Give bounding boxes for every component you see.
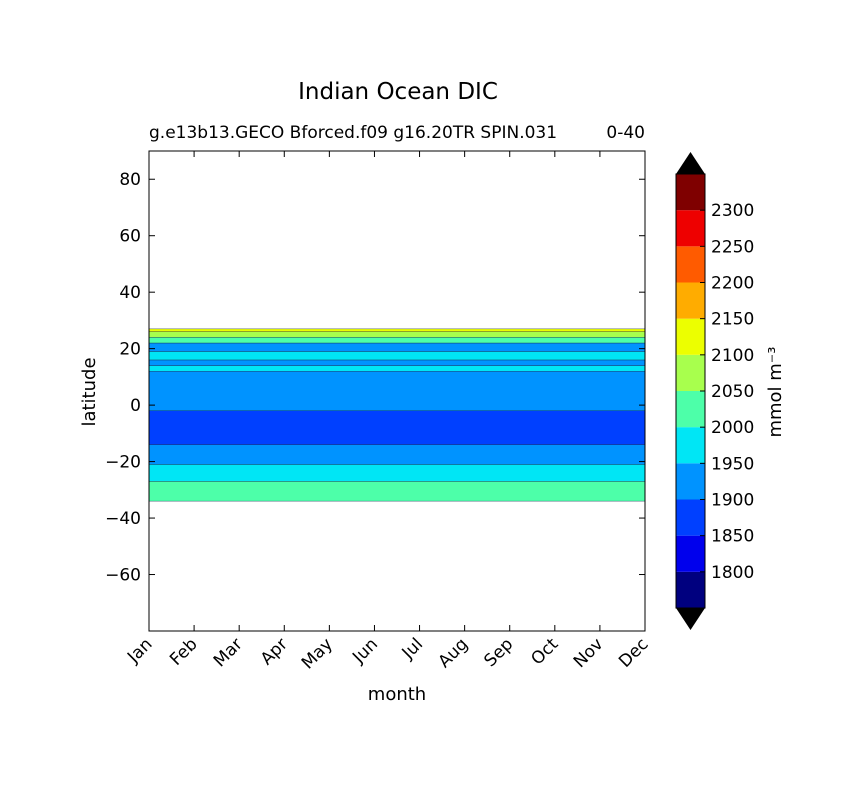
y-tick-label: 80: [119, 170, 141, 190]
y-axis-label: latitude: [79, 357, 100, 426]
x-tick-label: Nov: [570, 634, 608, 672]
contour-band-10: [148, 331, 646, 338]
chart-title: Indian Ocean DIC: [298, 79, 498, 105]
chart-subtitle: g.e13b13.GECO Bforced.f09 g16.20TR SPIN.…: [149, 123, 557, 143]
colorbar-tick-label: 2250: [711, 237, 754, 257]
colorbar-label: mmol m⁻³: [765, 346, 786, 437]
contour-band-8: [148, 342, 646, 352]
x-tick-label: Jan: [123, 634, 156, 667]
colorbar-tick-label: 2150: [711, 310, 754, 330]
contour-band-5: [148, 365, 646, 372]
x-tick-label: Apr: [257, 634, 292, 669]
colorbar-segment: [676, 571, 705, 608]
colorbar-segment: [676, 535, 705, 572]
x-tick-label: Dec: [615, 634, 652, 671]
y-tick-label: 60: [119, 227, 141, 247]
x-tick-label: Sep: [480, 634, 517, 671]
colorbar-segment: [676, 499, 705, 536]
colorbar-extend-top: [676, 152, 705, 174]
x-tick-label: Jul: [398, 634, 427, 663]
colorbar-tick-label: 1900: [711, 491, 754, 511]
x-tick-label: Mar: [210, 634, 247, 671]
plot-area: [148, 328, 646, 502]
colorbar-tick-label: 2300: [711, 201, 754, 221]
colorbar-segment: [676, 282, 705, 319]
x-tick-label: Oct: [527, 634, 562, 669]
colorbar-tick-label: 2050: [711, 382, 754, 402]
colorbar-segment: [676, 318, 705, 355]
colorbar-tick-label: 1800: [711, 563, 754, 583]
contour-band-7: [148, 351, 646, 361]
plot-frame: [148, 150, 646, 632]
y-tick-label: −20: [105, 453, 141, 473]
colorbar-segment: [676, 210, 705, 247]
x-tick-label: May: [298, 634, 337, 673]
contour-band-6: [148, 359, 646, 366]
y-tick-label: −60: [105, 566, 141, 586]
colorbar-tick-label: 1850: [711, 527, 754, 547]
colorbar-segment: [676, 427, 705, 464]
x-axis-label: month: [368, 684, 426, 705]
y-tick-label: 40: [119, 283, 141, 303]
contour-band-4: [148, 371, 646, 411]
x-tick-label: Aug: [435, 634, 473, 672]
colorbar: 1800 1850 1900 1950 2000 2050 2100 2150 2200 2250…: [675, 152, 754, 630]
y-tick-label: −40: [105, 509, 141, 529]
x-tick-label: Feb: [166, 634, 201, 669]
y-tick-label: 20: [119, 340, 141, 360]
contour-band-0: [148, 481, 646, 502]
colorbar-segment: [676, 354, 705, 391]
colorbar-tick-label: 2100: [711, 346, 754, 366]
y-tick-label: 0: [130, 396, 141, 416]
colorbar-segment: [676, 391, 705, 428]
colorbar-tick-label: 2000: [711, 418, 754, 438]
colorbar-segment: [676, 463, 705, 500]
contour-band-2: [148, 444, 646, 465]
colorbar-tick-label: 2200: [711, 274, 754, 294]
colorbar-segment: [676, 174, 705, 211]
contour-band-9: [148, 337, 646, 344]
contour-band-1: [148, 464, 646, 482]
x-tick-label: Jun: [348, 634, 382, 668]
colorbar-extend-bottom: [676, 608, 705, 630]
colorbar-segment: [676, 246, 705, 283]
chart-subtitle-right: 0-40: [606, 123, 645, 143]
y-axis: 80 60 40 20 0 −20 −40 −60: [105, 170, 645, 586]
colorbar-tick-label: 1950: [711, 454, 754, 474]
contour-band-3: [148, 410, 646, 445]
contour-band-11: [148, 328, 646, 332]
